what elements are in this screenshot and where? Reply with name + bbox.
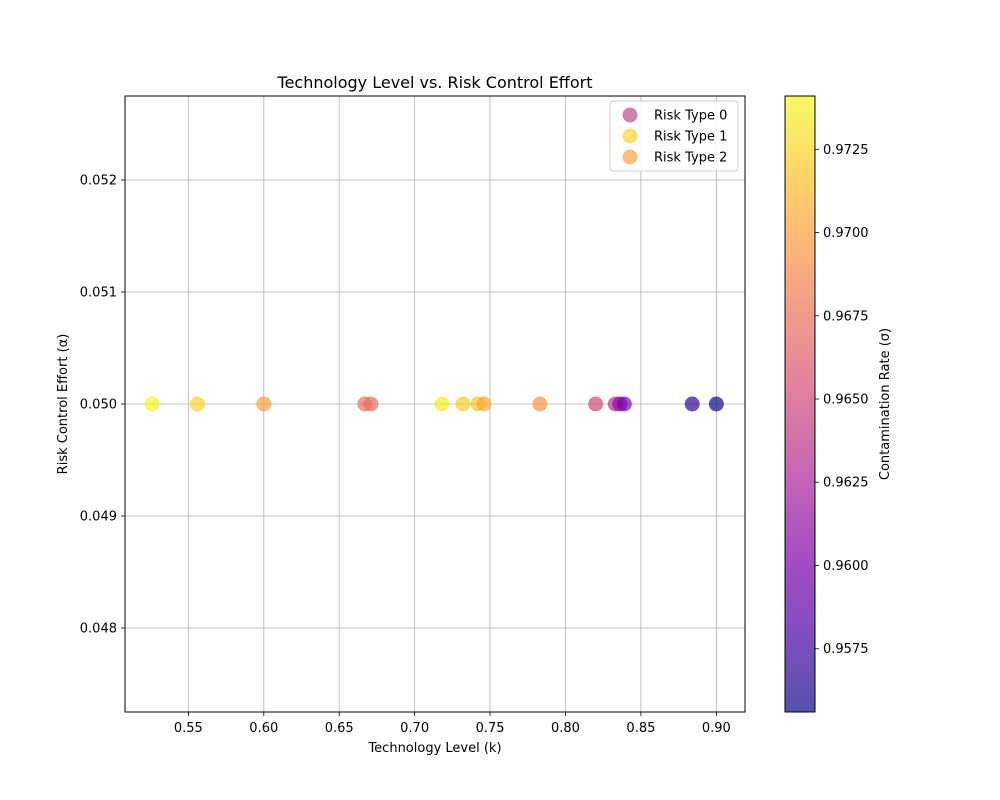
data-point-risk-type-1 xyxy=(455,396,471,412)
colorbar-tick-label: 0.9625 xyxy=(823,476,869,491)
colorbar-tick-label: 0.9725 xyxy=(823,143,869,158)
x-tick-label: 0.75 xyxy=(476,721,505,736)
x-axis-label: Technology Level (k) xyxy=(367,741,501,756)
data-point-risk-type-2 xyxy=(476,396,492,412)
y-tick-label: 0.051 xyxy=(80,286,117,301)
data-point-risk-type-0 xyxy=(588,396,604,412)
legend-marker xyxy=(622,107,638,123)
colorbar xyxy=(784,95,816,713)
x-tick-label: 0.80 xyxy=(551,721,580,736)
legend-label: Risk Type 0 xyxy=(654,109,727,124)
colorbar-tick-label: 0.9600 xyxy=(823,559,869,574)
colorbar-tick-label: 0.9675 xyxy=(823,309,869,324)
x-tick-label: 0.85 xyxy=(626,721,655,736)
legend-marker xyxy=(622,149,638,165)
x-tick-label: 0.55 xyxy=(174,721,203,736)
data-point-risk-type-1 xyxy=(189,396,205,412)
x-tick-label: 0.70 xyxy=(400,721,429,736)
x-tick-label: 0.90 xyxy=(702,721,731,736)
legend-label: Risk Type 1 xyxy=(654,130,727,145)
y-tick-label: 0.052 xyxy=(80,174,117,189)
data-point-risk-type-2 xyxy=(256,396,272,412)
colorbar-label: Contamination Rate (σ) xyxy=(878,328,893,480)
legend-box xyxy=(609,100,739,172)
colorbar-ticks: 0.9575 0.9600 0.9625 0.9650 0.9675 0.9700 0.97… xyxy=(815,143,869,657)
data-point-risk-type-0 xyxy=(616,396,632,412)
data-point-risk-type-1 xyxy=(144,396,160,412)
x-axis-ticks: 0.55 0.60 0.65 0.70 0.75 0.80 0.85 0.90 xyxy=(174,712,731,736)
y-tick-label: 0.049 xyxy=(80,510,117,525)
colorbar-tick-label: 0.9700 xyxy=(823,226,869,241)
data-point-risk-type-2 xyxy=(363,396,379,412)
data-point-risk-type-0 xyxy=(684,396,700,412)
legend-label: Risk Type 2 xyxy=(654,151,727,166)
legend: Risk Type 0 Risk Type 1 Risk Type 2 xyxy=(609,100,739,172)
data-point-risk-type-1 xyxy=(434,396,450,412)
y-axis-label: Risk Control Effort (α) xyxy=(56,334,71,475)
data-point-risk-type-2 xyxy=(532,396,548,412)
legend-marker xyxy=(622,128,638,144)
y-tick-label: 0.050 xyxy=(80,398,117,413)
x-tick-label: 0.65 xyxy=(325,721,354,736)
x-tick-label: 0.60 xyxy=(249,721,278,736)
y-axis-ticks: 0.048 0.049 0.050 0.051 0.052 xyxy=(80,174,125,637)
colorbar-tick-label: 0.9650 xyxy=(823,393,869,408)
colorbar-tick-label: 0.9575 xyxy=(823,642,869,657)
data-points xyxy=(144,396,724,412)
y-tick-label: 0.048 xyxy=(80,622,117,637)
data-point-risk-type-0 xyxy=(708,396,724,412)
chart-title: Technology Level vs. Risk Control Effort xyxy=(277,73,593,92)
